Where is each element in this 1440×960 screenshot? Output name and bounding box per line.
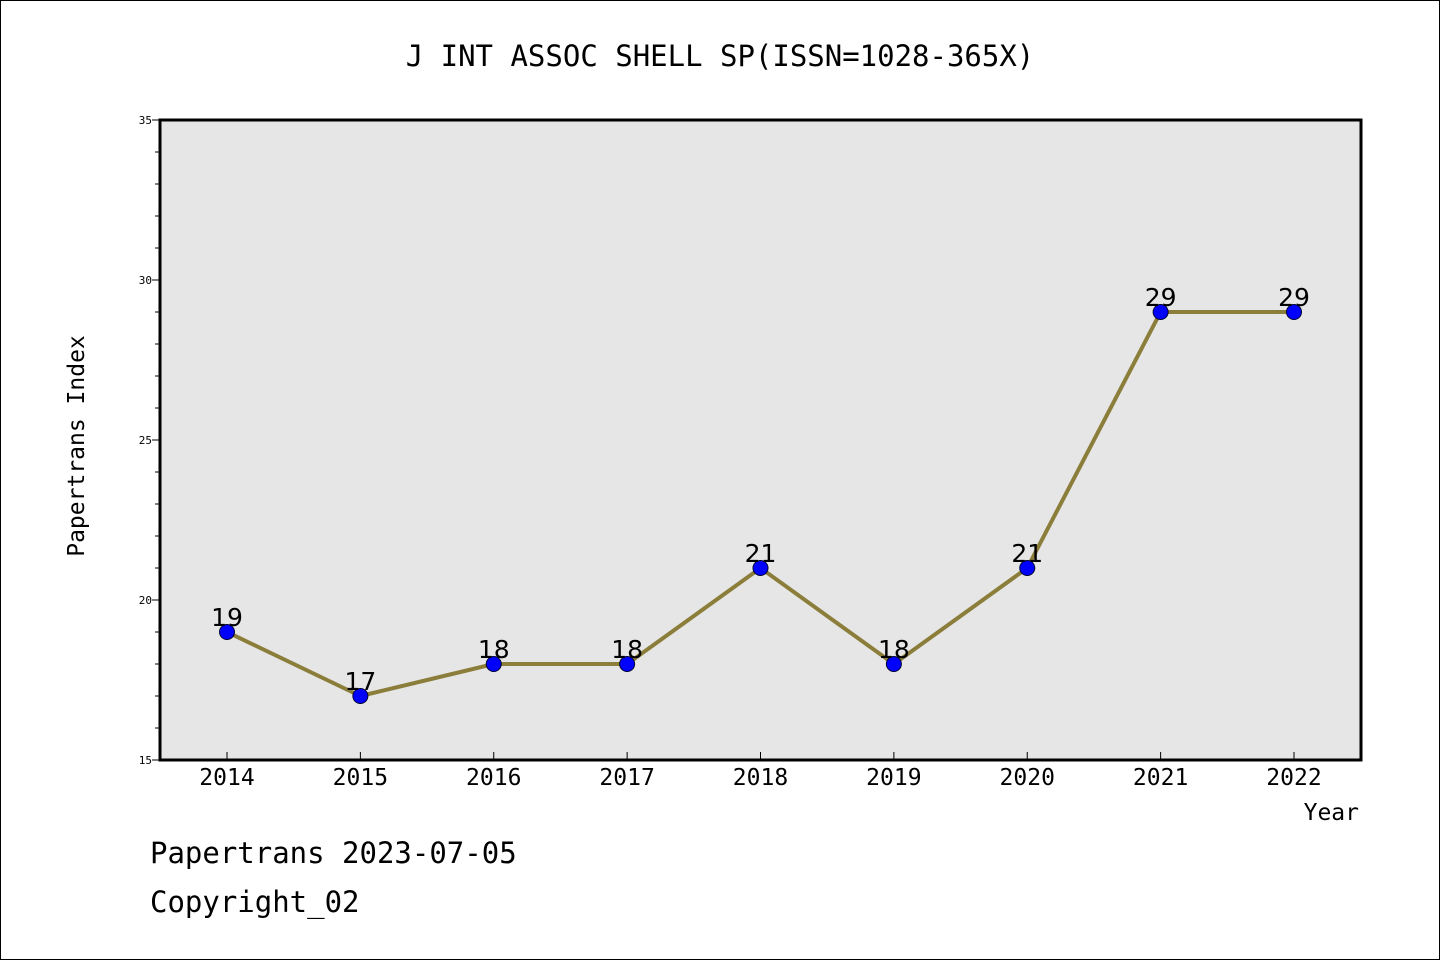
data-point [619,656,636,672]
y-axis-ticks: 15 20 25 30 35 [139,114,160,767]
x-tick-label: 2022 [1266,765,1321,791]
data-label: 29 [1278,283,1310,312]
data-label: 29 [1145,283,1177,312]
x-tick-label: 2014 [199,765,254,791]
y-tick-label: 30 [139,274,152,287]
x-axis-ticks: 2014 2015 2016 2017 2018 2019 2020 2021 2022 [199,752,1322,791]
plot-area [158,118,1363,762]
x-axis-label: Year [1304,800,1359,826]
x-tick-label: 2017 [599,765,654,791]
x-tick-label: 2019 [866,765,921,791]
data-point [1019,560,1036,576]
data-label: 21 [745,539,777,568]
y-tick-label: 25 [139,434,152,447]
data-point [1286,304,1302,320]
x-tick-label: 2021 [1133,765,1188,791]
footer-date: Papertrans 2023-07-05 [150,836,517,870]
y-axis-label: Papertrans Index [64,335,90,557]
data-labels: 19 17 18 18 21 18 21 29 29 [211,283,1310,696]
data-point [752,560,769,576]
data-point [352,688,369,704]
data-point [485,656,502,672]
data-label: 19 [211,603,243,632]
data-point [1152,304,1169,320]
y-tick-label: 20 [139,594,152,607]
series-group [219,304,1302,704]
data-label: 18 [878,635,910,664]
data-label: 18 [478,635,510,664]
x-tick-label: 2015 [333,765,388,791]
chart-title: J INT ASSOC SHELL SP(ISSN=1028-365X) [406,39,1035,73]
data-label: 21 [1011,539,1043,568]
data-point [885,656,902,672]
y-tick-label: 15 [139,754,152,767]
data-point [219,624,235,640]
x-tick-label: 2020 [1000,765,1055,791]
y-tick-label: 35 [139,114,152,127]
x-tick-label: 2018 [733,765,788,791]
data-label: 17 [344,667,376,696]
data-label: 18 [611,635,643,664]
footer-copyright: Copyright_02 [150,885,360,919]
x-tick-label: 2016 [466,765,521,791]
